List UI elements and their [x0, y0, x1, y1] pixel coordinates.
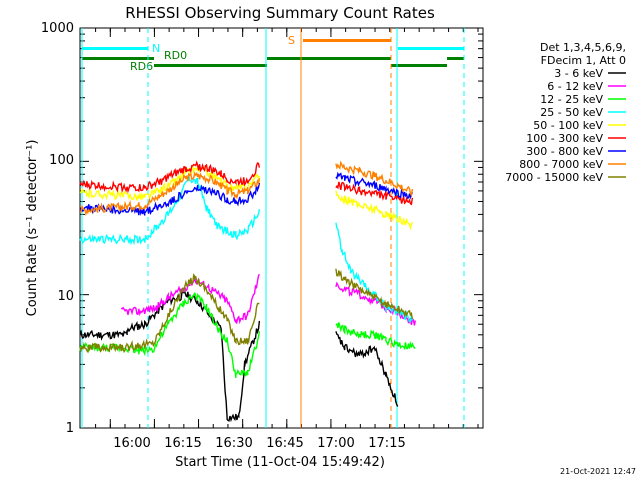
series-line-100-300-kev-part2 — [335, 181, 414, 206]
series-line-12-25-kev — [79, 292, 261, 378]
series-line-12-25-kev-part2 — [335, 322, 416, 351]
s-bar — [303, 39, 391, 42]
y-tick-label-1000: 1000 — [41, 21, 74, 36]
legend-label: 7000 - 15000 keV — [505, 171, 603, 184]
vertical-markers — [81, 28, 465, 428]
annotation-s: S — [288, 34, 295, 47]
annotation-rd0: RD0 — [164, 49, 187, 62]
series-line-25-50-kev-part2 — [335, 222, 414, 323]
x-tick-label-1645: 16:45 — [266, 436, 303, 451]
series-line-800-7000-kev-part2 — [335, 160, 414, 198]
timestamp: 21-Oct-2021 12:47 — [560, 467, 636, 476]
x-axis-title: Start Time (11-Oct-04 15:49:42) — [175, 455, 385, 470]
series-line-3-6-kev-part2 — [335, 331, 399, 407]
legend-header-1: Det 1,3,4,5,6,9, — [540, 41, 626, 54]
legend-label: 12 - 25 keV — [540, 93, 603, 106]
y-axis-title: Count Rate (s⁻¹ detector⁻¹) — [25, 140, 40, 317]
status-bars: N S RD0 RD6 — [82, 34, 464, 73]
plot-frame — [79, 27, 484, 429]
legend-label: 300 - 800 keV — [526, 145, 603, 158]
series-line-800-7000-kev — [80, 171, 261, 217]
chart-title: RHESSI Observing Summary Count Rates — [125, 4, 435, 22]
annotation-n: N — [152, 42, 160, 55]
rd0-bar-a — [82, 57, 154, 60]
rd0-bar-c — [447, 57, 464, 60]
annotation-rd6: RD6 — [130, 60, 153, 73]
series-line-6-12-kev-part2 — [335, 281, 416, 326]
legend-label: 25 - 50 keV — [540, 106, 603, 119]
series-line-25-50-kev — [79, 174, 261, 246]
x-tick-label-1615: 16:15 — [164, 436, 201, 451]
legend-label: 800 - 7000 keV — [519, 158, 603, 171]
x-tick-label-1600: 16:00 — [113, 436, 150, 451]
legend-header-2: FDecim 1, Att 0 — [541, 54, 626, 67]
y-tick-label-10: 10 — [57, 289, 74, 304]
series-line-7000-15000-kev — [79, 273, 260, 354]
y-tick-label-100: 100 — [49, 153, 74, 168]
x-tick-label-1700: 17:00 — [317, 436, 354, 451]
x-tick-label-1630: 16:30 — [215, 436, 252, 451]
rd6-bar-a — [154, 64, 267, 67]
legend: Det 1,3,4,5,6,9, FDecim 1, Att 0 3 - 6 k… — [505, 41, 626, 184]
series-line-50-100-kev — [79, 164, 261, 201]
rd6-bar-b — [391, 64, 447, 67]
series-line-300-800-kev-part2 — [335, 171, 414, 200]
legend-label: 6 - 12 keV — [547, 80, 603, 93]
y-tick-label-1: 1 — [66, 421, 74, 436]
axis-ticks — [80, 28, 483, 429]
series-line-50-100-kev-part2 — [335, 190, 414, 231]
legend-label: 3 - 6 keV — [554, 67, 603, 80]
legend-label: 50 - 100 keV — [533, 119, 603, 132]
series-line-100-300-kev — [79, 160, 261, 194]
x-tick-label-1715: 17:15 — [368, 436, 405, 451]
series-layer — [79, 160, 416, 423]
n-bar-right — [398, 47, 464, 50]
rd0-bar-b — [267, 57, 391, 60]
series-line-7000-15000-kev-part2 — [335, 268, 414, 320]
n-bar — [82, 47, 148, 50]
legend-label: 100 - 300 keV — [526, 132, 603, 145]
series-line-300-800-kev — [79, 182, 261, 217]
